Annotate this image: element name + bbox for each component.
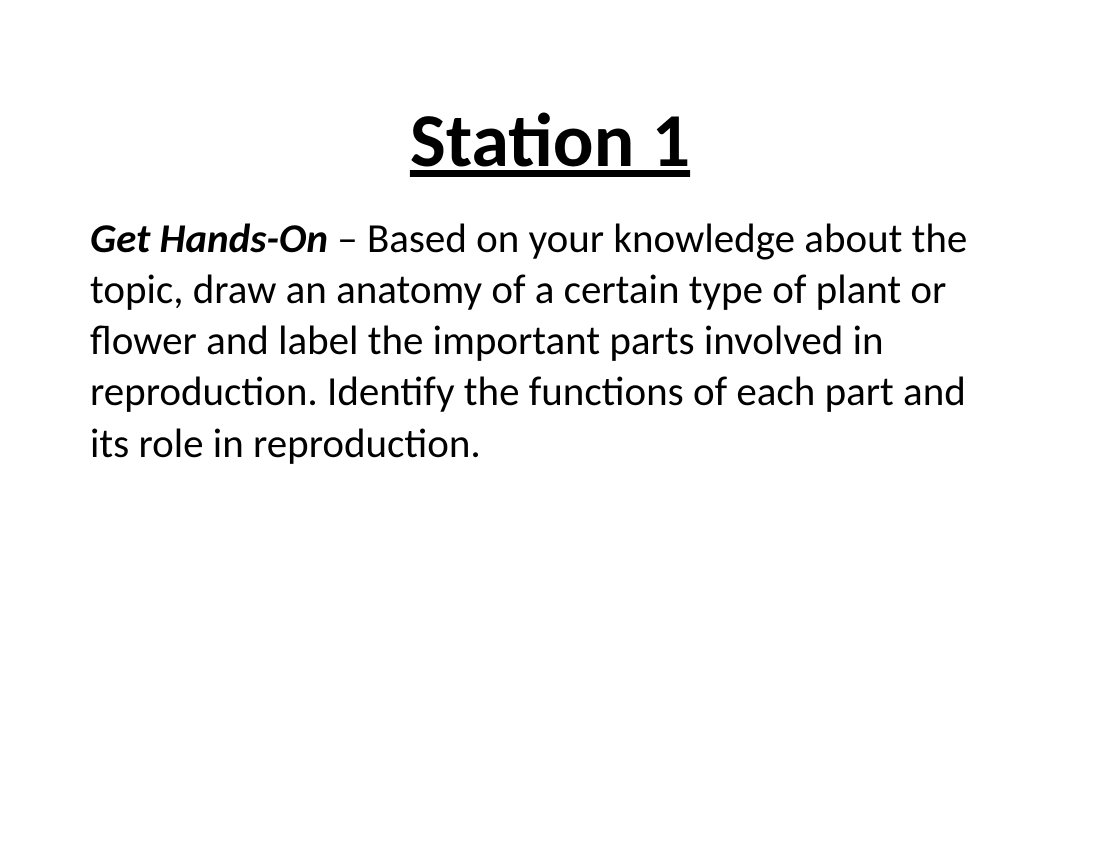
- lead-separator: –: [328, 214, 367, 264]
- slide-title: Station 1: [90, 100, 1010, 184]
- slide-body: Get Hands-On – Based on your knowledge a…: [90, 214, 970, 470]
- slide-container: Station 1 Get Hands-On – Based on your k…: [0, 0, 1100, 850]
- lead-label: Get Hands-On: [90, 214, 328, 264]
